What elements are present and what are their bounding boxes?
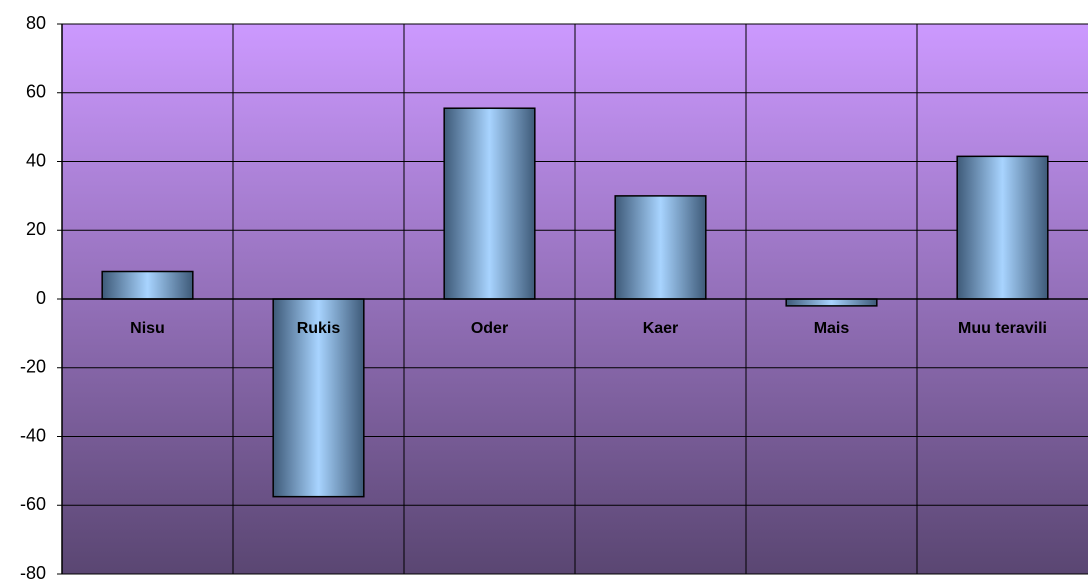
category-label: Oder [471,320,508,337]
bar-kaer [614,195,707,300]
bars [101,107,1049,498]
category-label: Mais [814,320,850,337]
bar-rukis [272,298,365,498]
bar-muu-teravili [956,155,1049,300]
axes [57,23,1088,575]
y-tick-label: 60 [26,82,46,102]
y-tick-label: -20 [20,357,46,377]
labels: 80 60 40 20 0 -20 -40 -60 -80 Nisu Rukis Oder Kaer Ma… [20,13,1047,579]
y-tick-label: 80 [26,13,46,33]
y-tick-label: -80 [20,563,46,579]
y-tick-label: -40 [20,425,46,445]
y-tick-label: 0 [36,288,46,308]
y-tick-label: 40 [26,150,46,170]
category-label: Rukis [297,320,341,337]
y-tick-label: 20 [26,219,46,239]
category-label: Kaer [643,320,679,337]
category-label: Nisu [130,320,165,337]
category-label: Muu teravili [958,320,1047,337]
bar-mais [785,298,878,307]
bar-nisu [101,270,194,300]
y-tick-label: -60 [20,494,46,514]
bar-oder [443,107,536,300]
